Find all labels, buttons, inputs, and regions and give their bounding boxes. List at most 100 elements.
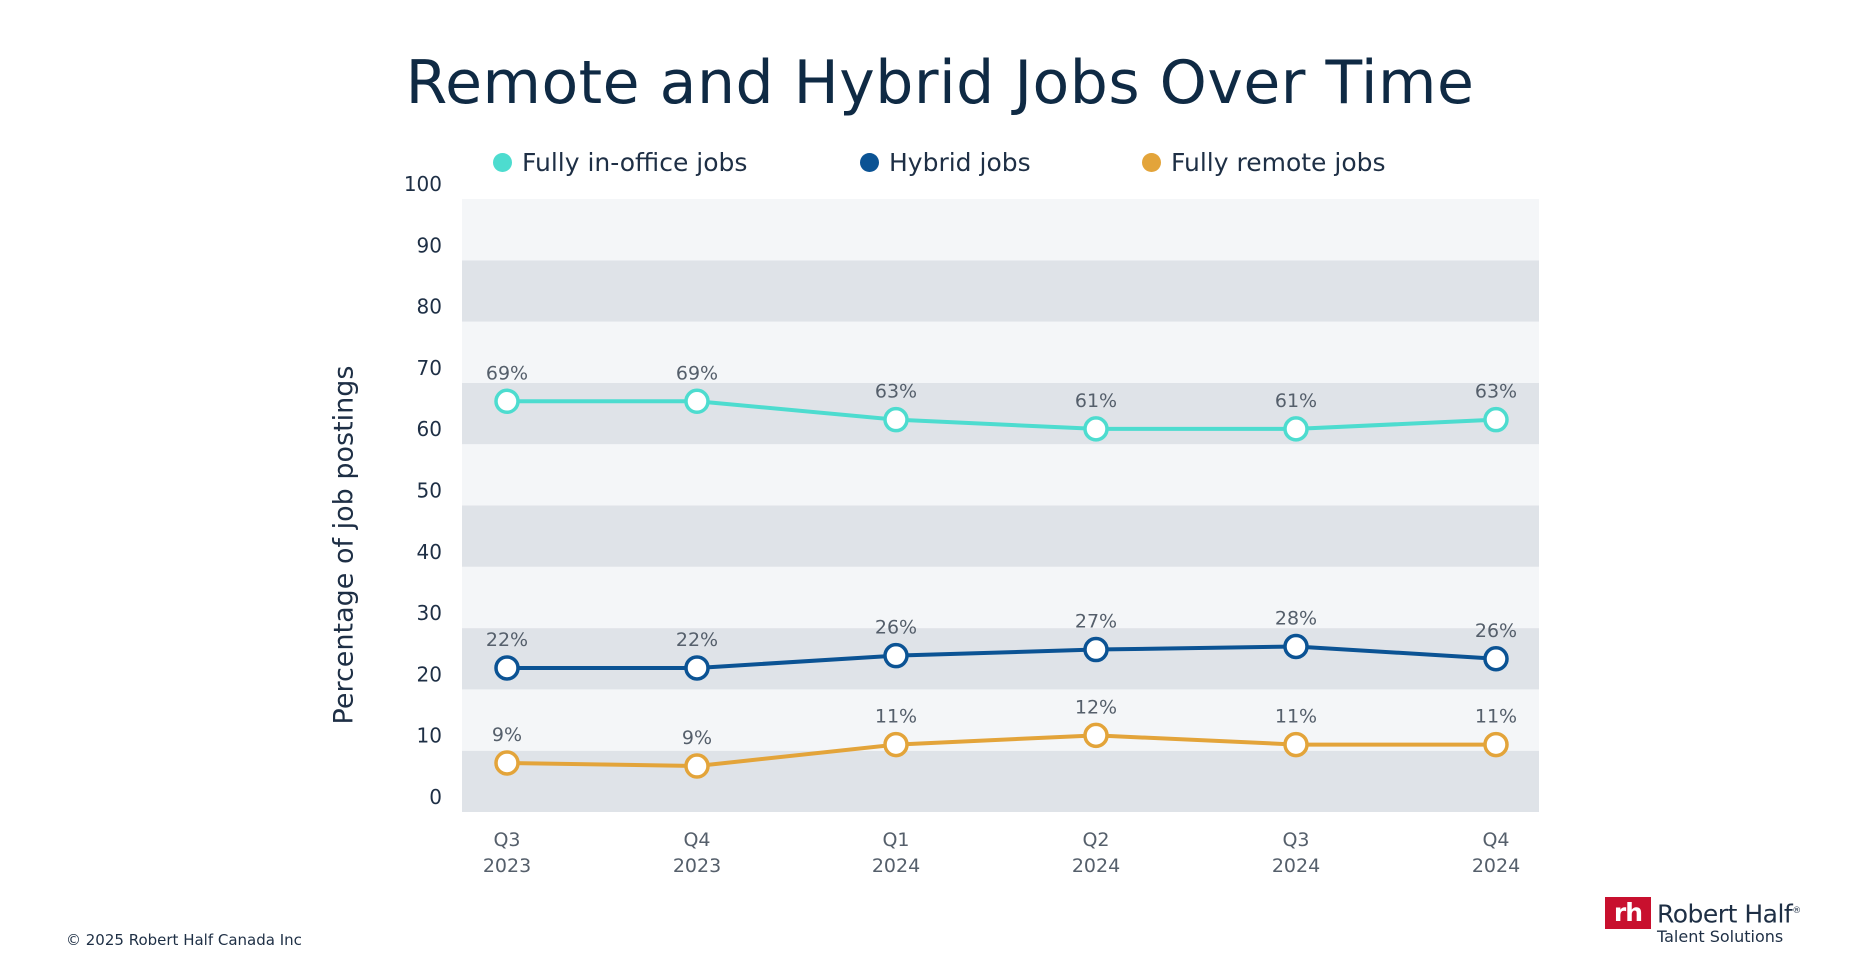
x-tick-label: Q3 2024 [1272,829,1320,877]
x-tick-year: 2024 [1272,855,1320,877]
data-label-remote: 12% [1075,696,1117,718]
data-label-remote: 11% [1275,706,1317,728]
x-tick-quarter: Q3 [1282,829,1309,851]
data-label-remote: 9% [492,724,522,746]
background-bands [462,199,1539,812]
x-tick-quarter: Q4 [683,829,710,851]
data-point-remote [1083,722,1109,749]
band [462,628,1539,690]
legend-label-remote: Fully remote jobs [1171,148,1386,177]
data-point-hybrid [494,655,520,681]
series-remote: 9% 9% 11% 12% 11% 11% [492,696,1517,779]
data-point-in-office [1483,406,1509,433]
data-label-in-office: 61% [1075,390,1117,412]
chart-title: Remote and Hybrid Jobs Over Time [405,48,1475,118]
y-tick-label: 10 [417,724,442,748]
data-label-remote: 11% [875,706,917,728]
data-point-hybrid [883,642,909,669]
data-point-hybrid [1283,633,1309,660]
y-tick-label: 20 [417,662,442,686]
band [462,382,1539,445]
legend-item-hybrid: Hybrid jobs [860,148,1031,177]
y-tick-label: 90 [417,233,442,257]
data-label-in-office: 63% [875,381,917,403]
series-line-remote [505,733,1498,769]
data-point-remote [684,753,710,779]
copyright-notice: © 2025 Robert Half Canada Inc [66,931,302,949]
y-tick-label: 100 [404,172,442,196]
data-label-remote: 11% [1475,706,1517,728]
data-point-in-office [1283,416,1309,442]
x-tick-year: 2023 [483,855,531,877]
legend-marker-hybrid [860,153,879,172]
data-label-in-office: 69% [486,362,528,384]
data-label-remote: 9% [682,727,712,749]
data-label-hybrid: 22% [676,629,718,651]
data-point-remote [494,750,520,776]
x-tick-quarter: Q2 [1082,829,1109,851]
series-line-hybrid [505,644,1498,670]
y-tick-label: 40 [417,540,442,564]
legend-item-remote: Fully remote jobs [1142,148,1386,177]
data-label-hybrid: 22% [486,629,528,651]
data-point-remote [883,731,909,758]
legend-marker-remote [1142,153,1161,172]
data-label-in-office: 61% [1275,390,1317,412]
y-tick-label: 0 [429,785,442,809]
band [462,566,1539,629]
data-point-hybrid [684,655,710,681]
band [462,260,1539,322]
data-point-in-office [684,388,710,415]
data-point-in-office [883,406,909,433]
data-label-hybrid: 28% [1275,607,1317,629]
data-label-hybrid: 27% [1075,611,1117,633]
data-point-hybrid [1483,646,1509,672]
legend-label-hybrid: Hybrid jobs [889,148,1031,177]
data-point-hybrid [1083,636,1109,663]
band [462,750,1539,812]
band [462,321,1539,383]
band [462,199,1539,261]
data-label-in-office: 69% [676,362,718,384]
x-tick-quarter: Q4 [1482,829,1509,851]
x-tick-quarter: Q3 [493,829,520,851]
y-tick-label: 50 [417,479,442,503]
data-label-hybrid: 26% [1475,620,1517,642]
data-point-remote [1283,731,1309,758]
band [462,505,1539,567]
legend-item-in-office: Fully in-office jobs [493,148,747,177]
logo-name: Robert Half® [1657,897,1801,928]
data-label-hybrid: 26% [875,617,917,639]
x-axis-ticks: Q3 2023 Q4 2023 Q1 2024 Q2 2024 Q3 2024 Q4 2024 [483,829,1520,877]
y-axis-ticks: 0 10 20 30 40 50 60 70 80 90 100 [404,172,442,809]
logo-text: Robert Half® Talent Solutions [1657,897,1801,946]
x-tick-year: 2024 [1472,855,1520,877]
x-tick-label: Q4 2023 [673,829,721,877]
y-tick-label: 80 [417,295,442,319]
y-tick-label: 70 [417,356,442,380]
x-tick-year: 2024 [872,855,920,877]
legend-label-in-office: Fully in-office jobs [522,148,748,177]
x-tick-year: 2023 [673,855,721,877]
x-tick-label: Q3 2023 [483,829,531,877]
logo-mark: rh [1605,897,1651,929]
series-in-office: 69% 69% 63% 61% 61% 63% [486,362,1517,442]
y-tick-label: 60 [417,417,442,441]
band [462,444,1539,506]
data-label-in-office: 63% [1475,381,1517,403]
series-hybrid: 22% 22% 26% 27% 28% 26% [486,607,1517,681]
logo-subtitle: Talent Solutions [1657,927,1784,947]
logo-registered-mark: ® [1792,906,1801,916]
legend-marker-in-office [493,153,512,172]
data-point-in-office [494,388,520,415]
x-tick-year: 2024 [1072,855,1120,877]
y-tick-label: 30 [417,601,442,625]
data-point-remote [1483,731,1509,758]
x-tick-label: Q1 2024 [872,829,920,877]
data-point-in-office [1083,416,1109,442]
series-line-in-office [505,399,1498,431]
x-tick-label: Q2 2024 [1072,829,1120,877]
x-tick-quarter: Q1 [882,829,909,851]
